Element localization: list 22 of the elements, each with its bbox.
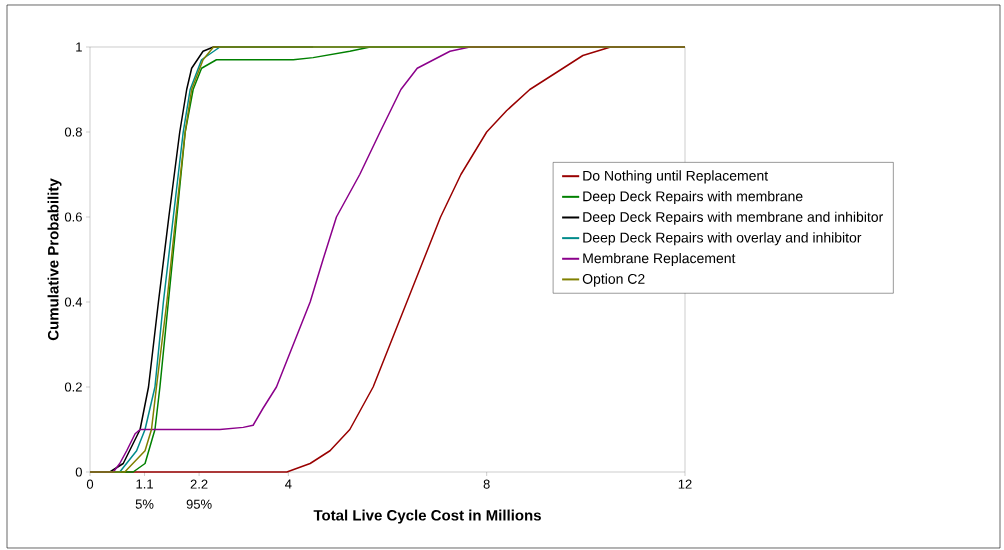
y-tick-label: 0.2 (64, 382, 82, 392)
x-tick-label: 8 (483, 479, 490, 489)
y-tick-label: 0.8 (64, 127, 82, 137)
legend-label: Do Nothing until Replacement (583, 170, 769, 184)
legend-label: Deep Deck Repairs with membrane and inhibitor (583, 211, 884, 225)
legend-label: Deep Deck Repairs with overlay and inhibitor (583, 232, 862, 246)
x-tick-label: 4 (285, 479, 292, 489)
x-tick-label: 0 (86, 479, 94, 489)
y-tick-label: 0.6 (64, 212, 82, 222)
x-axis-title: Total Live Cycle Cost in Millions (313, 509, 541, 524)
legend-label: Option C2 (582, 273, 645, 287)
y-axis-title: Cumulative Probability (47, 178, 62, 341)
y-tick-label: 1 (76, 42, 82, 52)
y-tick-label: 0 (75, 467, 82, 477)
y-tick-label: 0.4 (64, 297, 83, 307)
legend-label: Membrane Replacement (583, 252, 736, 266)
x-tick-label: 12 (678, 479, 692, 489)
text: 95% (186, 499, 212, 509)
x-tick-label: 1.1 (136, 479, 153, 489)
text: 5% (135, 499, 154, 509)
x-tick-label: 2.2 (190, 479, 208, 489)
legend-label: Deep Deck Repairs with membrane (583, 191, 803, 205)
